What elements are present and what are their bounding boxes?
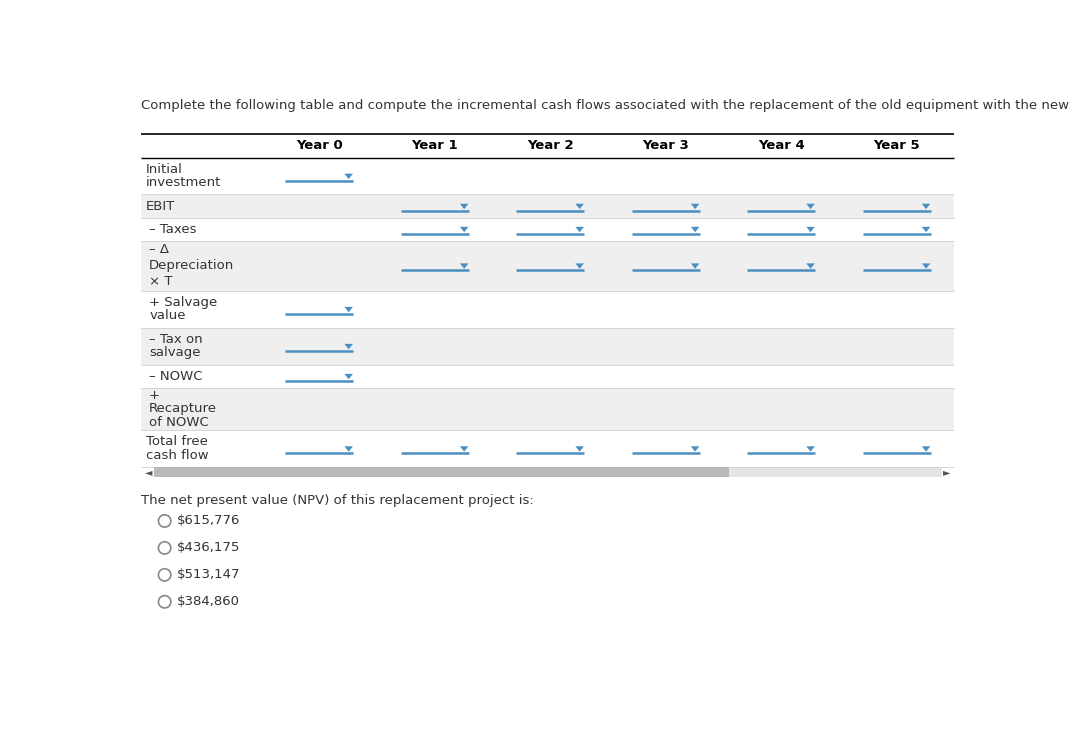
- Polygon shape: [344, 344, 353, 349]
- Polygon shape: [921, 203, 930, 209]
- Polygon shape: [344, 374, 353, 379]
- Text: $513,147: $513,147: [177, 568, 241, 581]
- Polygon shape: [691, 227, 699, 232]
- Polygon shape: [806, 203, 815, 209]
- Bar: [141, 387, 955, 430]
- Text: $615,776: $615,776: [177, 515, 241, 527]
- Text: of NOWC: of NOWC: [149, 416, 208, 429]
- Polygon shape: [921, 263, 930, 269]
- Text: – Δ: – Δ: [149, 243, 169, 256]
- Text: salvage: salvage: [149, 346, 201, 359]
- Polygon shape: [460, 227, 468, 232]
- Polygon shape: [575, 203, 584, 209]
- Polygon shape: [691, 203, 699, 209]
- Polygon shape: [460, 203, 468, 209]
- Text: cash flow: cash flow: [146, 449, 208, 462]
- Text: × T: × T: [149, 275, 172, 288]
- Text: – Taxes: – Taxes: [149, 223, 197, 236]
- Text: Year 4: Year 4: [758, 139, 805, 153]
- Text: – Tax on: – Tax on: [149, 333, 203, 346]
- Text: The net present value (NPV) of this replacement project is:: The net present value (NPV) of this repl…: [141, 494, 534, 507]
- Polygon shape: [460, 263, 468, 269]
- Text: ►: ►: [943, 467, 950, 477]
- Polygon shape: [806, 227, 815, 232]
- Bar: [154, 467, 942, 477]
- Polygon shape: [691, 447, 699, 452]
- Text: Total free: Total free: [146, 435, 207, 449]
- Bar: [141, 194, 955, 218]
- Bar: [154, 467, 729, 477]
- Polygon shape: [344, 307, 353, 313]
- Text: Year 1: Year 1: [412, 139, 458, 153]
- Text: $436,175: $436,175: [177, 542, 241, 554]
- Text: value: value: [149, 310, 186, 322]
- Polygon shape: [921, 447, 930, 452]
- Text: – NOWC: – NOWC: [149, 370, 203, 383]
- Polygon shape: [806, 263, 815, 269]
- Bar: [141, 241, 955, 291]
- Text: Year 5: Year 5: [873, 139, 920, 153]
- Text: Complete the following table and compute the incremental cash flows associated w: Complete the following table and compute…: [141, 99, 1069, 112]
- Text: ◄: ◄: [145, 467, 153, 477]
- Polygon shape: [921, 227, 930, 232]
- Text: + Salvage: + Salvage: [149, 296, 217, 309]
- Polygon shape: [344, 447, 353, 452]
- Text: investment: investment: [146, 176, 221, 189]
- Polygon shape: [575, 227, 584, 232]
- Text: Year 0: Year 0: [296, 139, 342, 153]
- Polygon shape: [344, 174, 353, 179]
- Polygon shape: [691, 263, 699, 269]
- Text: EBIT: EBIT: [146, 200, 175, 212]
- Text: Initial: Initial: [146, 163, 183, 176]
- Bar: [141, 328, 955, 365]
- Text: Recapture: Recapture: [149, 402, 217, 415]
- Polygon shape: [575, 447, 584, 452]
- Text: Year 3: Year 3: [642, 139, 690, 153]
- Text: Depreciation: Depreciation: [149, 260, 234, 272]
- Polygon shape: [575, 263, 584, 269]
- Polygon shape: [806, 447, 815, 452]
- Text: Year 2: Year 2: [527, 139, 573, 153]
- Text: $384,860: $384,860: [177, 595, 241, 608]
- Polygon shape: [460, 447, 468, 452]
- Text: +: +: [149, 389, 160, 402]
